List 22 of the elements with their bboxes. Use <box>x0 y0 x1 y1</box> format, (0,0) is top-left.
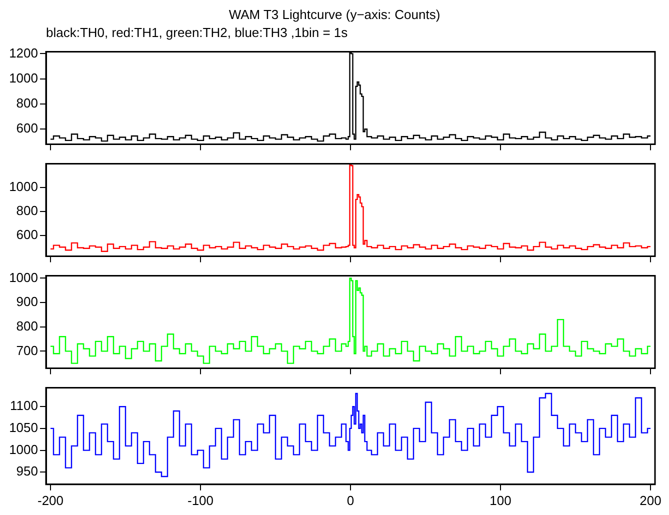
y-tick-label: 900 <box>16 294 38 310</box>
y-tick-label: 1050 <box>9 420 38 436</box>
y-tick-label: 1000 <box>9 270 38 285</box>
y-tick-label: 800 <box>16 96 38 111</box>
x-tick-label: 100 <box>490 492 512 508</box>
y-tick-label: 800 <box>16 203 38 218</box>
y-tick-label: 1000 <box>9 442 38 457</box>
y-tick-label: 1000 <box>9 70 38 86</box>
x-tick-label: -200 <box>37 492 64 508</box>
y-tick-label: 600 <box>16 120 38 136</box>
y-tick-label: 700 <box>16 342 38 358</box>
x-tick-label: 0 <box>346 492 354 508</box>
y-tick-label: 1200 <box>9 45 38 60</box>
chart-subtitle: black:TH0, red:TH1, green:TH2, blue:TH3 ,1bin = 1s <box>45 24 349 42</box>
x-tick-label: -100 <box>187 492 214 508</box>
y-tick-label: 600 <box>16 227 38 242</box>
y-tick-label: 1000 <box>9 178 38 194</box>
y-tick-label: 1100 <box>10 398 38 414</box>
x-tick-label: 200 <box>640 492 662 508</box>
y-tick-label: 950 <box>16 464 38 479</box>
y-tick-label: 800 <box>16 318 38 334</box>
chart-title: WAM T3 Lightcurve (y−axis: Counts) <box>228 6 442 24</box>
